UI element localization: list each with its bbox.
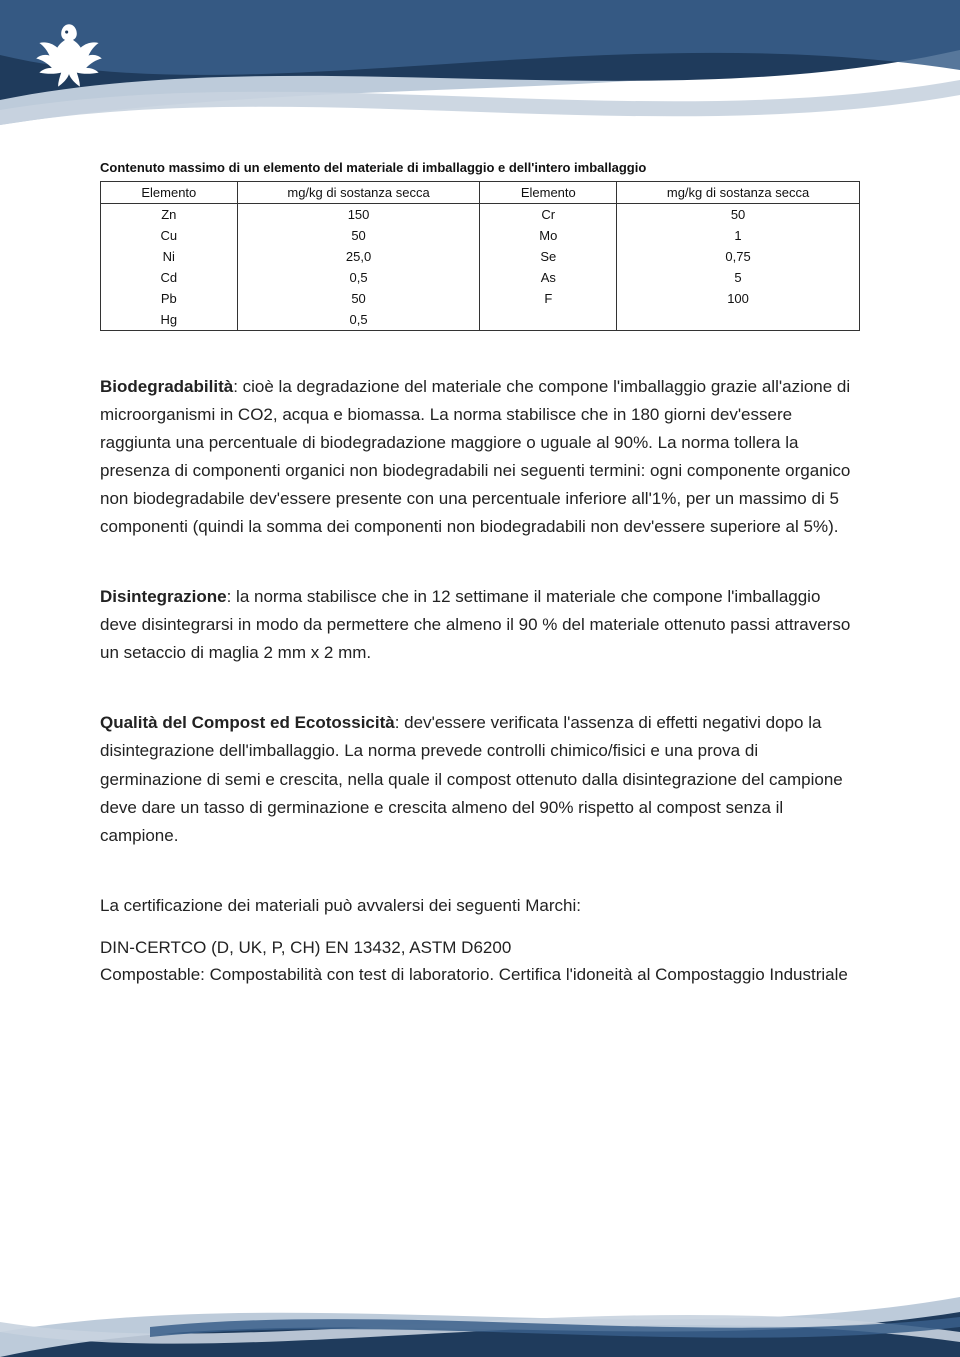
cell: 0,75 — [617, 246, 860, 267]
cert-line-2: Compostable: Compostabilità con test di … — [100, 961, 860, 988]
cell: 50 — [237, 225, 480, 246]
table-row: Pb 50 F 100 — [101, 288, 860, 309]
th-elemento-1: Elemento — [101, 182, 238, 204]
cert-intro: La certificazione dei materiali può avva… — [100, 892, 860, 920]
page-content: Contenuto massimo di un elemento del mat… — [100, 160, 860, 988]
cell: 50 — [237, 288, 480, 309]
cell: 100 — [617, 288, 860, 309]
cell: Zn — [101, 204, 238, 226]
table-row: Hg 0,5 — [101, 309, 860, 331]
th-mgkg-2: mg/kg di sostanza secca — [617, 182, 860, 204]
table-header-row: Elemento mg/kg di sostanza secca Element… — [101, 182, 860, 204]
cert-line-1: DIN-CERTCO (D, UK, P, CH) EN 13432, ASTM… — [100, 934, 860, 961]
paragraph-qualita-compost: Qualità del Compost ed Ecotossicità: dev… — [100, 709, 860, 849]
cell: Ni — [101, 246, 238, 267]
term-qualita-compost: Qualità del Compost ed Ecotossicità — [100, 713, 395, 732]
table-row: Ni 25,0 Se 0,75 — [101, 246, 860, 267]
logo-eagle — [30, 18, 108, 96]
cell — [617, 309, 860, 331]
term-disintegrazione: Disintegrazione — [100, 587, 227, 606]
cell: 5 — [617, 267, 860, 288]
elements-table: Elemento mg/kg di sostanza secca Element… — [100, 181, 860, 331]
cell: As — [480, 267, 617, 288]
paragraph-disintegrazione: Disintegrazione: la norma stabilisce che… — [100, 583, 860, 667]
cell: F — [480, 288, 617, 309]
term-biodegradabilita: Biodegradabilità — [100, 377, 233, 396]
cell: 1 — [617, 225, 860, 246]
cell: Se — [480, 246, 617, 267]
cell: Mo — [480, 225, 617, 246]
table-row: Cu 50 Mo 1 — [101, 225, 860, 246]
cell: Pb — [101, 288, 238, 309]
cell: 0,5 — [237, 309, 480, 331]
text: : cioè la degradazione del materiale che… — [100, 377, 850, 536]
cell: 0,5 — [237, 267, 480, 288]
cell: 50 — [617, 204, 860, 226]
cell: Cr — [480, 204, 617, 226]
cert-block: DIN-CERTCO (D, UK, P, CH) EN 13432, ASTM… — [100, 934, 860, 988]
cell: 150 — [237, 204, 480, 226]
paragraph-biodegradabilita: Biodegradabilità: cioè la degradazione d… — [100, 373, 860, 541]
header-swoosh — [0, 0, 960, 140]
cell: 25,0 — [237, 246, 480, 267]
table-row: Cd 0,5 As 5 — [101, 267, 860, 288]
cell: Cd — [101, 267, 238, 288]
table-caption: Contenuto massimo di un elemento del mat… — [100, 160, 860, 175]
cell: Cu — [101, 225, 238, 246]
cell — [480, 309, 617, 331]
text: : dev'essere verificata l'assenza di eff… — [100, 713, 843, 844]
footer-swoosh — [0, 1262, 960, 1357]
th-mgkg-1: mg/kg di sostanza secca — [237, 182, 480, 204]
cell: Hg — [101, 309, 238, 331]
th-elemento-2: Elemento — [480, 182, 617, 204]
table-row: Zn 150 Cr 50 — [101, 204, 860, 226]
